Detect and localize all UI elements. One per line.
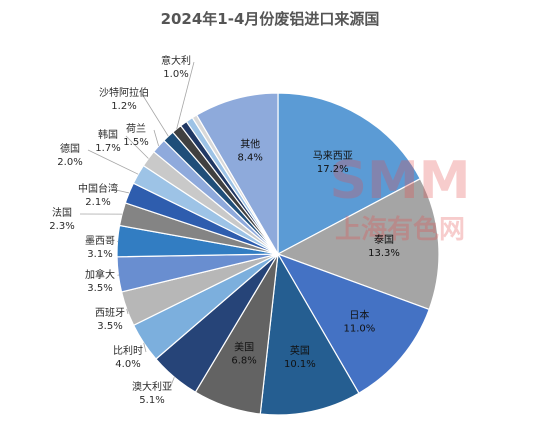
leader-line-中国台湾 — [115, 189, 130, 194]
pie-slice-其他 — [195, 92, 279, 257]
slice-value-墨西哥: 3.1% — [87, 249, 112, 260]
leader-line-荷兰 — [153, 129, 159, 147]
slice-label-墨西哥: 墨西哥 — [85, 235, 115, 247]
slice-label-韩国: 韩国 — [98, 128, 118, 141]
slice-value-韩国: 1.7% — [95, 143, 120, 154]
leader-line-墨西哥 — [117, 240, 119, 243]
leader-line-意大利 — [176, 61, 195, 130]
slice-label-西班牙: 西班牙 — [95, 307, 125, 319]
slice-value-意大利: 1.0% — [163, 69, 188, 80]
slice-label-其他: 其他 — [240, 137, 260, 150]
slice-label-沙特阿拉伯: 沙特阿拉伯 — [99, 86, 149, 99]
slice-value-西班牙: 3.5% — [97, 321, 122, 332]
slice-value-泰国: 13.3% — [368, 248, 400, 259]
watermark-text: 上海有色网 — [335, 214, 465, 245]
chart-title: 2024年1-4月份废铝进口来源国 — [161, 10, 380, 28]
slice-value-日本: 11.0% — [344, 323, 376, 334]
slice-label-美国: 美国 — [234, 341, 254, 354]
leader-line-沙特阿拉伯 — [141, 93, 169, 137]
slice-label-泰国: 泰国 — [374, 233, 394, 246]
slice-value-比利时: 4.0% — [115, 359, 140, 370]
leader-line-德国 — [87, 149, 139, 175]
slice-value-中国台湾: 2.1% — [85, 197, 110, 208]
watermark-brand: SMM — [330, 151, 471, 211]
slice-value-德国: 2.0% — [57, 157, 82, 168]
leader-line-西班牙 — [126, 308, 129, 315]
watermark: SMM 上海有色网 — [330, 151, 471, 245]
slice-labels: 马来西亚 17.2% 泰国 13.3% 日本 11.0% 英国 10.1% 美国 6.8% 澳大利亚… — [49, 54, 400, 406]
slice-label-加拿大: 加拿大 — [85, 268, 115, 281]
slice-value-澳大利亚: 5.1% — [139, 395, 164, 406]
leader-line-比利时 — [143, 342, 147, 353]
slice-value-美国: 6.8% — [231, 356, 256, 367]
leader-lines — [79, 61, 195, 389]
pie-slice-日本 — [276, 252, 430, 395]
slice-label-荷兰: 荷兰 — [126, 122, 146, 135]
slice-label-中国台湾: 中国台湾 — [78, 182, 118, 195]
pie-slice-泰国 — [276, 177, 440, 311]
slice-label-英国: 英国 — [290, 344, 310, 357]
slice-value-英国: 10.1% — [284, 359, 316, 370]
slice-value-马来西亚: 17.2% — [317, 164, 349, 175]
pie-slice-马来西亚 — [277, 92, 422, 255]
slice-label-马来西亚: 马来西亚 — [313, 150, 353, 162]
slice-label-比利时: 比利时 — [113, 345, 143, 357]
slice-label-意大利: 意大利 — [161, 54, 191, 67]
slice-value-加拿大: 3.5% — [87, 283, 112, 294]
slice-value-法国: 2.3% — [49, 221, 74, 232]
leader-line-澳大利亚 — [169, 377, 175, 389]
leader-line-韩国 — [125, 135, 149, 159]
pie-slices — [116, 92, 440, 416]
slice-label-德国: 德国 — [60, 142, 80, 155]
pie-slice-英国 — [259, 252, 360, 416]
slice-value-沙特阿拉伯: 1.2% — [111, 101, 136, 112]
slice-label-澳大利亚: 澳大利亚 — [132, 380, 172, 393]
slice-value-其他: 8.4% — [237, 152, 262, 163]
slice-value-荷兰: 1.5% — [123, 137, 148, 148]
slice-label-日本: 日本 — [349, 308, 369, 321]
slice-label-法国: 法国 — [52, 206, 72, 219]
